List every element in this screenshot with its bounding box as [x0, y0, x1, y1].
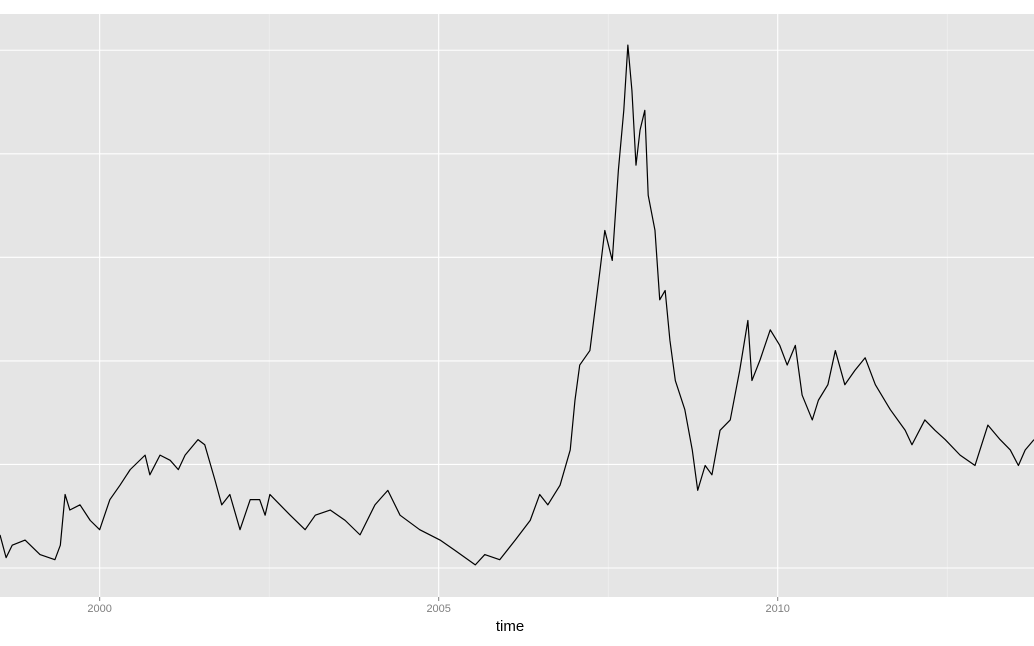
line — [0, 44, 1034, 566]
x-tick-label: 2010 — [765, 603, 789, 615]
x-tick-label: 2005 — [426, 603, 450, 615]
x-axis-title: time — [496, 618, 524, 635]
x-tick-label: 2000 — [87, 603, 111, 615]
plot-panel — [0, 14, 1034, 597]
